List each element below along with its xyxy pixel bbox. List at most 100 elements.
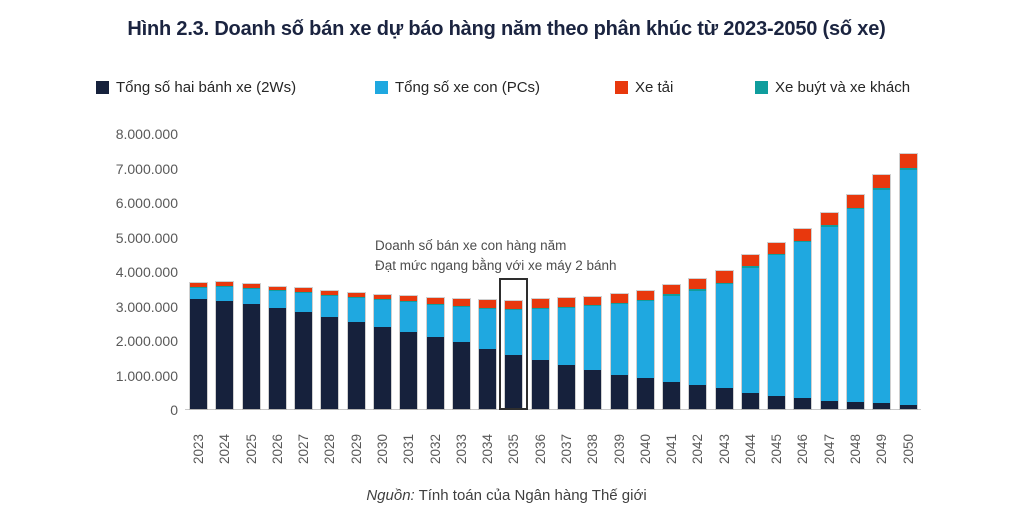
bar-stack [740, 253, 760, 411]
bar-segment [715, 387, 733, 409]
bar-segment [373, 300, 391, 328]
x-axis-label: 2048 [848, 433, 864, 464]
stacked-bar-2048 [846, 134, 866, 410]
bar-segment [321, 294, 339, 296]
x-axis-cell: 2039 [611, 416, 628, 464]
legend-swatch-icon [615, 81, 628, 94]
bar-segment [295, 292, 313, 294]
bar-segment [400, 301, 418, 303]
x-axis-cell: 2038 [584, 416, 601, 464]
stacked-bar-2036 [530, 134, 550, 410]
bar-segment [531, 307, 549, 309]
x-axis-label: 2033 [453, 433, 469, 464]
x-axis-label: 2031 [401, 433, 417, 464]
x-axis-label: 2041 [664, 433, 680, 464]
bar-segment [715, 284, 733, 388]
bar-segment [768, 255, 786, 396]
bar-segment [373, 294, 391, 299]
bar-stack [294, 286, 314, 411]
x-axis-cell: 2032 [427, 416, 444, 464]
bar-segment [295, 287, 313, 293]
y-axis-tick: 4.000.000 [115, 264, 178, 280]
bar-stack [556, 297, 576, 410]
x-axis-label: 2044 [742, 433, 758, 464]
bar-segment [794, 242, 812, 399]
x-axis-cell: 2031 [400, 416, 417, 464]
stacked-bar-2029 [346, 134, 366, 411]
bar-segment [610, 374, 628, 409]
legend-label: Xe buýt và xe khách [775, 79, 911, 96]
x-axis-label: 2043 [716, 433, 732, 464]
bar-segment [689, 290, 707, 385]
bar-segment [663, 295, 681, 383]
x-axis-cell: 2023 [190, 416, 207, 464]
bar-segment [452, 341, 470, 409]
bar-segment [268, 307, 286, 409]
bar-segment [820, 213, 838, 226]
bar-segment [321, 290, 339, 295]
bar-segment [873, 403, 891, 409]
legend-swatch-icon [96, 81, 109, 94]
stacked-bar-2034 [478, 134, 498, 411]
bar-segment [741, 392, 759, 409]
annotation-line-2: Đạt mức ngang bằng với xe máy 2 bánh [375, 258, 617, 273]
bar-stack [846, 194, 866, 410]
annotation-line-1: Doanh số bán xe con hàng năm [375, 238, 567, 253]
y-axis-tick: 1.000.000 [115, 367, 178, 384]
bar-segment [505, 300, 523, 309]
stacked-bar-2038 [583, 134, 603, 411]
bar-segment [768, 254, 786, 256]
bar-segment [689, 384, 707, 409]
x-axis-label: 2042 [690, 433, 706, 464]
bar-segment [242, 303, 260, 409]
stacked-bar-2033 [451, 134, 471, 411]
bar-stack [320, 289, 340, 411]
bar-segment [557, 364, 575, 409]
bar-segment [584, 370, 602, 409]
source-note: Nguồn: Tính toán của Ngân hàng Thế giới [0, 487, 1013, 504]
bar-segment [663, 382, 681, 409]
bar-segment [505, 354, 523, 409]
bar-stack [793, 228, 813, 410]
bar-segment [531, 299, 549, 308]
x-axis-label: 2046 [795, 433, 811, 464]
x-axis-label: 2027 [296, 433, 312, 464]
bar-segment [689, 289, 707, 291]
x-axis-cell: 2026 [269, 416, 286, 464]
x-axis-label: 2032 [427, 433, 443, 464]
stacked-bar-2030 [372, 134, 392, 411]
bar-stack [530, 298, 550, 410]
bar-segment [584, 306, 602, 371]
x-axis-cell: 2044 [742, 416, 759, 464]
bar-segment [426, 336, 444, 409]
stacked-bar-2047 [819, 134, 839, 410]
bar-segment [479, 348, 497, 409]
bar-segment [452, 306, 470, 342]
bar-segment [557, 298, 575, 307]
bar-segment [768, 242, 786, 255]
bar-stack [504, 299, 524, 411]
bar-stack [872, 174, 892, 410]
bar-segment [347, 296, 365, 298]
bar-segment [321, 317, 339, 409]
bar-segment [794, 398, 812, 409]
legend-item-4: Xe buýt và xe khách [755, 79, 910, 96]
bar-segment [715, 282, 733, 285]
figure-title: Hình 2.3. Doanh số bán xe dự báo hàng nă… [127, 18, 886, 40]
bar-segment [531, 308, 549, 361]
x-axis-cell: 2046 [794, 416, 811, 464]
bar-stack [898, 153, 918, 410]
bar-segment [400, 296, 418, 302]
bar-segment [794, 240, 812, 243]
bar-segment [190, 283, 207, 288]
bar-segment [426, 304, 444, 337]
bar-segment [741, 267, 759, 393]
bar-segment [663, 284, 681, 295]
bar-segment [610, 303, 628, 305]
x-axis-cell: 2047 [821, 416, 838, 464]
legend-swatch-icon [375, 81, 388, 94]
x-axis-label: 2035 [506, 433, 522, 464]
stacked-bar-2046 [793, 134, 813, 410]
bar-segment [321, 295, 339, 318]
stacked-bar-2042 [688, 134, 708, 411]
